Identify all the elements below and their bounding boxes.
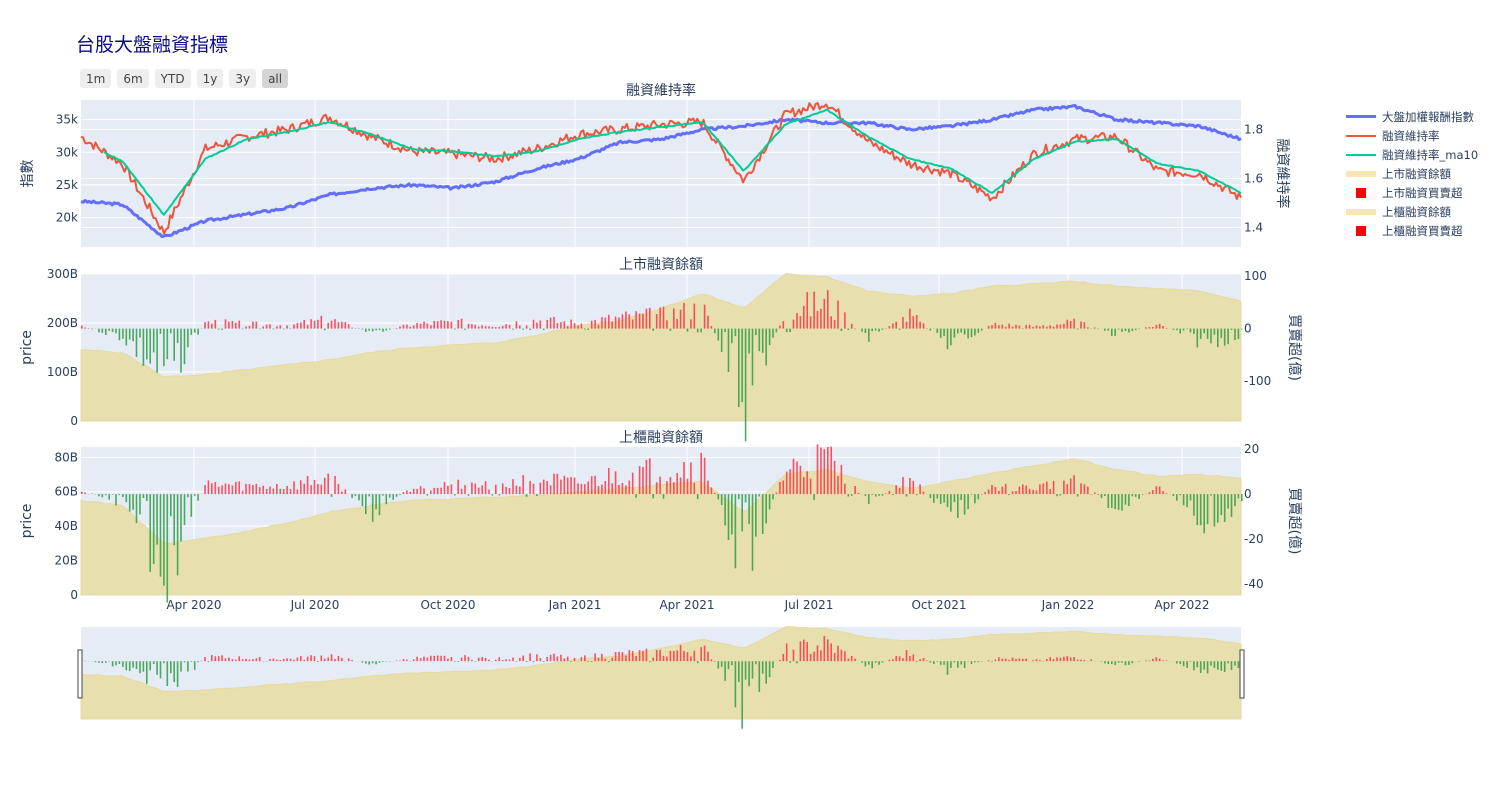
svg-text:Apr 2022: Apr 2022 [1154,598,1209,612]
line-swatch-icon [1346,115,1376,118]
range-slider-right-handle [1239,649,1245,699]
svg-text:20: 20 [1244,442,1259,456]
svg-text:-20: -20 [1244,532,1264,546]
svg-text:0: 0 [1244,487,1252,501]
svg-text:price: price [19,504,35,539]
subplot-title: 上市融資餘額 [619,256,703,273]
svg-text:0: 0 [70,414,78,428]
legend-item-ratio-ma10[interactable]: 融資維持率_ma10 [1346,145,1478,164]
line-swatch-icon [1346,134,1376,137]
range-6m-button[interactable]: 6m [117,69,149,88]
svg-text:100B: 100B [47,365,78,379]
square-swatch-icon [1356,187,1366,198]
svg-text:Apr 2021: Apr 2021 [659,598,714,612]
svg-text:融資維持率: 融資維持率 [1274,139,1291,209]
svg-text:100: 100 [1244,269,1267,283]
subplot-title: 上櫃融資餘額 [619,429,703,446]
svg-text:-40: -40 [1244,577,1264,591]
svg-text:Apr 2020: Apr 2020 [166,598,221,612]
svg-text:買賣超(億): 買賣超(億) [1286,314,1302,381]
range-1m-button[interactable]: 1m [80,69,112,88]
svg-text:Jul 2021: Jul 2021 [784,598,834,612]
svg-text:20B: 20B [54,554,78,568]
svg-text:price: price [19,330,35,365]
legend-item-listed-balance[interactable]: 上市融資餘額 [1346,164,1478,183]
svg-text:300B: 300B [47,267,78,281]
legend-item-otc-netbuy[interactable]: 上櫃融資買賣超 [1346,221,1478,240]
area-swatch-icon [1346,170,1376,177]
svg-text:25k: 25k [56,178,78,192]
legend: 大盤加權報酬指數 融資維持率 融資維持率_ma10 上市融資餘額 上市融資買賣超… [1346,107,1478,240]
line-swatch-icon [1346,153,1376,156]
svg-text:40B: 40B [54,519,78,533]
square-swatch-icon [1356,225,1366,236]
svg-text:20k: 20k [56,211,78,225]
legend-item-listed-netbuy[interactable]: 上市融資買賣超 [1346,183,1478,202]
svg-text:0: 0 [1244,322,1252,336]
svg-text:30k: 30k [56,145,78,159]
svg-text:Jul 2020: Jul 2020 [290,598,340,612]
svg-text:60B: 60B [54,485,78,499]
svg-text:買賣超(億): 買賣超(億) [1286,488,1302,555]
svg-text:0: 0 [70,588,78,602]
svg-text:-100: -100 [1244,374,1271,388]
legend-item-ratio[interactable]: 融資維持率 [1346,126,1478,145]
range-all-button[interactable]: all [262,69,289,88]
svg-text:1.6: 1.6 [1244,171,1263,185]
legend-item-otc-balance[interactable]: 上櫃融資餘額 [1346,202,1478,221]
range-slider-left-handle [77,649,83,699]
svg-text:35k: 35k [56,113,78,127]
svg-text:1.8: 1.8 [1244,122,1263,136]
legend-item-index[interactable]: 大盤加權報酬指數 [1346,107,1478,126]
svg-text:Jan 2021: Jan 2021 [548,598,602,612]
svg-text:1.4: 1.4 [1244,220,1263,234]
svg-text:Oct 2020: Oct 2020 [420,598,475,612]
subplot-title: 融資維持率 [626,82,696,99]
svg-text:200B: 200B [47,316,78,330]
range-1y-button[interactable]: 1y [196,69,224,88]
chart-title: 台股大盤融資指標 [76,34,229,56]
range-selector: 1m 6m YTD 1y 3y all [80,69,289,88]
plot-area [81,100,1241,247]
svg-text:Oct 2021: Oct 2021 [911,598,966,612]
svg-text:指數: 指數 [20,160,36,188]
range-ytd-button[interactable]: YTD [154,69,191,88]
svg-text:80B: 80B [54,450,78,464]
range-3y-button[interactable]: 3y [229,69,257,88]
svg-text:Jan 2022: Jan 2022 [1041,598,1095,612]
area-swatch-icon [1346,208,1376,215]
